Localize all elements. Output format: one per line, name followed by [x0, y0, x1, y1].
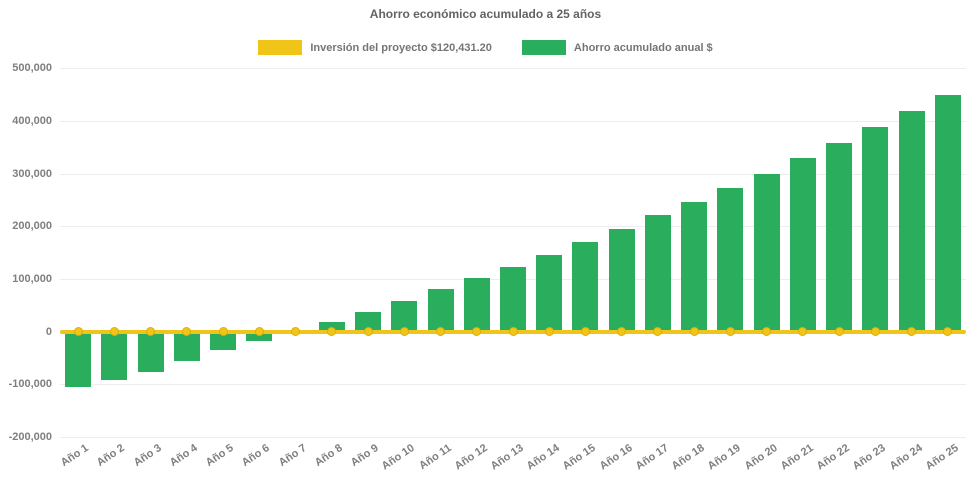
bar-año-11[interactable]: [427, 289, 454, 332]
y-tick-label: 0: [45, 325, 52, 338]
bar-año-12[interactable]: [463, 277, 490, 332]
line-marker-icon: [943, 327, 953, 337]
bar-año-10[interactable]: [391, 301, 418, 332]
y-tick-label: 400,000: [12, 114, 52, 127]
gridline: [60, 226, 966, 228]
line-marker-icon: [834, 327, 844, 337]
bar-año-20[interactable]: [753, 173, 780, 332]
investment-swatch-icon: [258, 40, 303, 55]
legend-item-savings[interactable]: Ahorro acumulado anual $: [521, 40, 713, 55]
line-marker-icon: [472, 327, 482, 337]
line-marker-icon: [327, 327, 337, 337]
legend-item-investment[interactable]: Inversión del proyecto $120,431.20: [258, 40, 492, 55]
bar-año-21[interactable]: [789, 158, 816, 332]
legend-label-investment: Inversión del proyecto $120,431.20: [310, 41, 492, 54]
bar-año-13[interactable]: [500, 266, 526, 332]
y-tick-label: -100,000: [8, 378, 52, 391]
y-tick-label: 100,000: [12, 273, 52, 285]
line-marker-icon: [544, 327, 554, 337]
bar-año-14[interactable]: [536, 254, 563, 332]
gridline: [60, 437, 966, 439]
bar-año-6[interactable]: [246, 331, 273, 342]
gridline: [60, 120, 966, 122]
gridline: [60, 68, 966, 70]
line-marker-icon: [182, 327, 192, 337]
y-tick-label: 500,000: [12, 62, 52, 75]
bar-año-4[interactable]: [173, 331, 200, 362]
bar-año-15[interactable]: [572, 241, 599, 332]
bar-año-19[interactable]: [717, 187, 744, 332]
line-marker-icon: [254, 327, 264, 337]
y-tick-label: 300,000: [12, 167, 52, 180]
line-marker-icon: [146, 327, 156, 337]
bar-año-23[interactable]: [862, 127, 889, 332]
line-marker-icon: [689, 327, 699, 337]
legend: Inversión del proyecto $120,431.20 Ahorr…: [0, 40, 971, 55]
savings-swatch-icon: [521, 40, 566, 55]
line-marker-icon: [653, 327, 663, 337]
line-marker-icon: [580, 327, 590, 337]
line-marker-icon: [73, 327, 83, 337]
line-marker-icon: [109, 327, 119, 337]
line-marker-icon: [218, 327, 228, 337]
gridline: [60, 173, 966, 175]
bar-año-18[interactable]: [681, 202, 708, 332]
line-marker-icon: [870, 327, 880, 337]
line-marker-icon: [762, 327, 772, 337]
bar-año-22[interactable]: [826, 143, 853, 332]
bar-año-9[interactable]: [355, 311, 382, 332]
gridline: [60, 384, 966, 386]
line-marker-icon: [508, 327, 518, 337]
line-marker-icon: [399, 327, 409, 337]
line-marker-icon: [725, 327, 735, 337]
line-marker-icon: [436, 327, 446, 337]
bar-año-17[interactable]: [644, 214, 671, 332]
line-marker-icon: [291, 327, 301, 337]
bar-año-24[interactable]: [898, 110, 925, 332]
line-marker-icon: [907, 327, 917, 337]
line-marker-icon: [798, 327, 808, 337]
bar-año-3[interactable]: [137, 331, 164, 372]
line-marker-icon: [617, 327, 627, 337]
bar-año-8[interactable]: [318, 321, 345, 332]
y-tick-label: 200,000: [12, 220, 52, 233]
bar-año-16[interactable]: [608, 229, 635, 332]
legend-label-savings: Ahorro acumulado anual $: [573, 41, 713, 54]
y-tick-label: -200,000: [8, 431, 52, 444]
chart-title: Ahorro económico acumulado a 25 años: [369, 7, 602, 21]
bar-año-5[interactable]: [210, 331, 237, 351]
bar-año-1[interactable]: [65, 331, 92, 388]
bar-año-25[interactable]: [934, 94, 961, 332]
line-marker-icon: [363, 327, 373, 337]
bar-año-2[interactable]: [101, 331, 128, 380]
